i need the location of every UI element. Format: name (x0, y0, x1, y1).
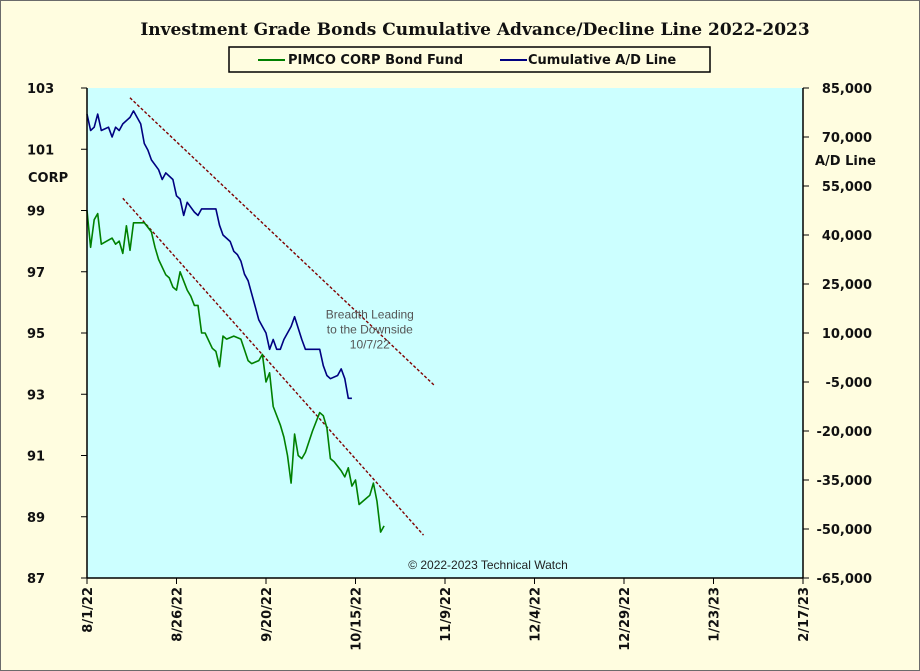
x-tick-label: 2/17/23 (797, 587, 812, 642)
right-tick-label: 10,000 (822, 327, 872, 342)
left-tick-label: 93 (27, 388, 45, 403)
x-tick-label: 1/23/23 (708, 587, 723, 642)
series-lines (86, 110, 385, 533)
left-tick-label: 95 (27, 327, 45, 342)
annotation-line: 10/7/22 (350, 337, 390, 351)
x-tick-label: 10/15/22 (350, 587, 365, 651)
series-line-ad (86, 110, 352, 400)
left-tick-label: 101 (27, 143, 54, 158)
right-tick-label: -65,000 (816, 572, 872, 587)
right-tick-label: 70,000 (822, 131, 872, 146)
left-tick-label: 91 (27, 450, 45, 465)
trendline-left (122, 197, 425, 536)
right-tick-label: -35,000 (816, 474, 872, 489)
x-tick-label: 12/29/22 (618, 587, 633, 651)
right-tick-label: -20,000 (816, 425, 872, 440)
legend-label-corp: PIMCO CORP Bond Fund (288, 53, 463, 68)
right-tick-label: -50,000 (816, 523, 872, 538)
x-tick-label: 8/1/22 (81, 587, 96, 633)
trendlines (122, 97, 435, 536)
legend: PIMCO CORP Bond Fund Cumulative A/D Line (228, 46, 711, 73)
x-tick-label: 9/20/22 (260, 587, 275, 642)
annotation-line: to the Downside (327, 322, 413, 336)
plot-area (87, 88, 803, 578)
copyright-text: © 2022-2023 Technical Watch (408, 558, 568, 572)
legend-label-ad: Cumulative A/D Line (528, 53, 676, 68)
left-tick-label: 97 (27, 266, 45, 281)
chart-title: Investment Grade Bonds Cumulative Advanc… (140, 20, 809, 40)
right-tick-label: -5,000 (825, 376, 872, 391)
right-tick-label: 25,000 (822, 278, 872, 293)
left-tick-label: 89 (27, 511, 45, 526)
left-tick-label: 87 (27, 572, 45, 587)
right-tick-label: 85,000 (822, 82, 872, 97)
left-axis-label: CORP (28, 171, 68, 186)
left-axis-ticks: 87 89 91 93 95 97 99 101 103 (27, 82, 87, 587)
x-tick-label: 8/26/22 (171, 587, 186, 642)
series-line-corp (86, 210, 385, 533)
right-axis-ticks: -65,000 -50,000 -35,000 -20,000 -5,000 10,000… (803, 82, 872, 587)
right-tick-label: 55,000 (822, 180, 872, 195)
legend-box (228, 46, 711, 73)
right-tick-label: 40,000 (822, 229, 872, 244)
x-axis-ticks: 8/1/22 8/26/22 9/20/22 10/15/22 11/9/22 12/4/… (81, 578, 812, 651)
left-tick-label: 99 (27, 205, 45, 220)
annotation-line: Breadth Leading (326, 307, 414, 321)
right-axis-label: A/D Line (815, 154, 876, 169)
x-tick-label: 11/9/22 (439, 587, 454, 642)
left-tick-label: 103 (27, 82, 54, 97)
x-tick-label: 12/4/22 (529, 587, 544, 642)
